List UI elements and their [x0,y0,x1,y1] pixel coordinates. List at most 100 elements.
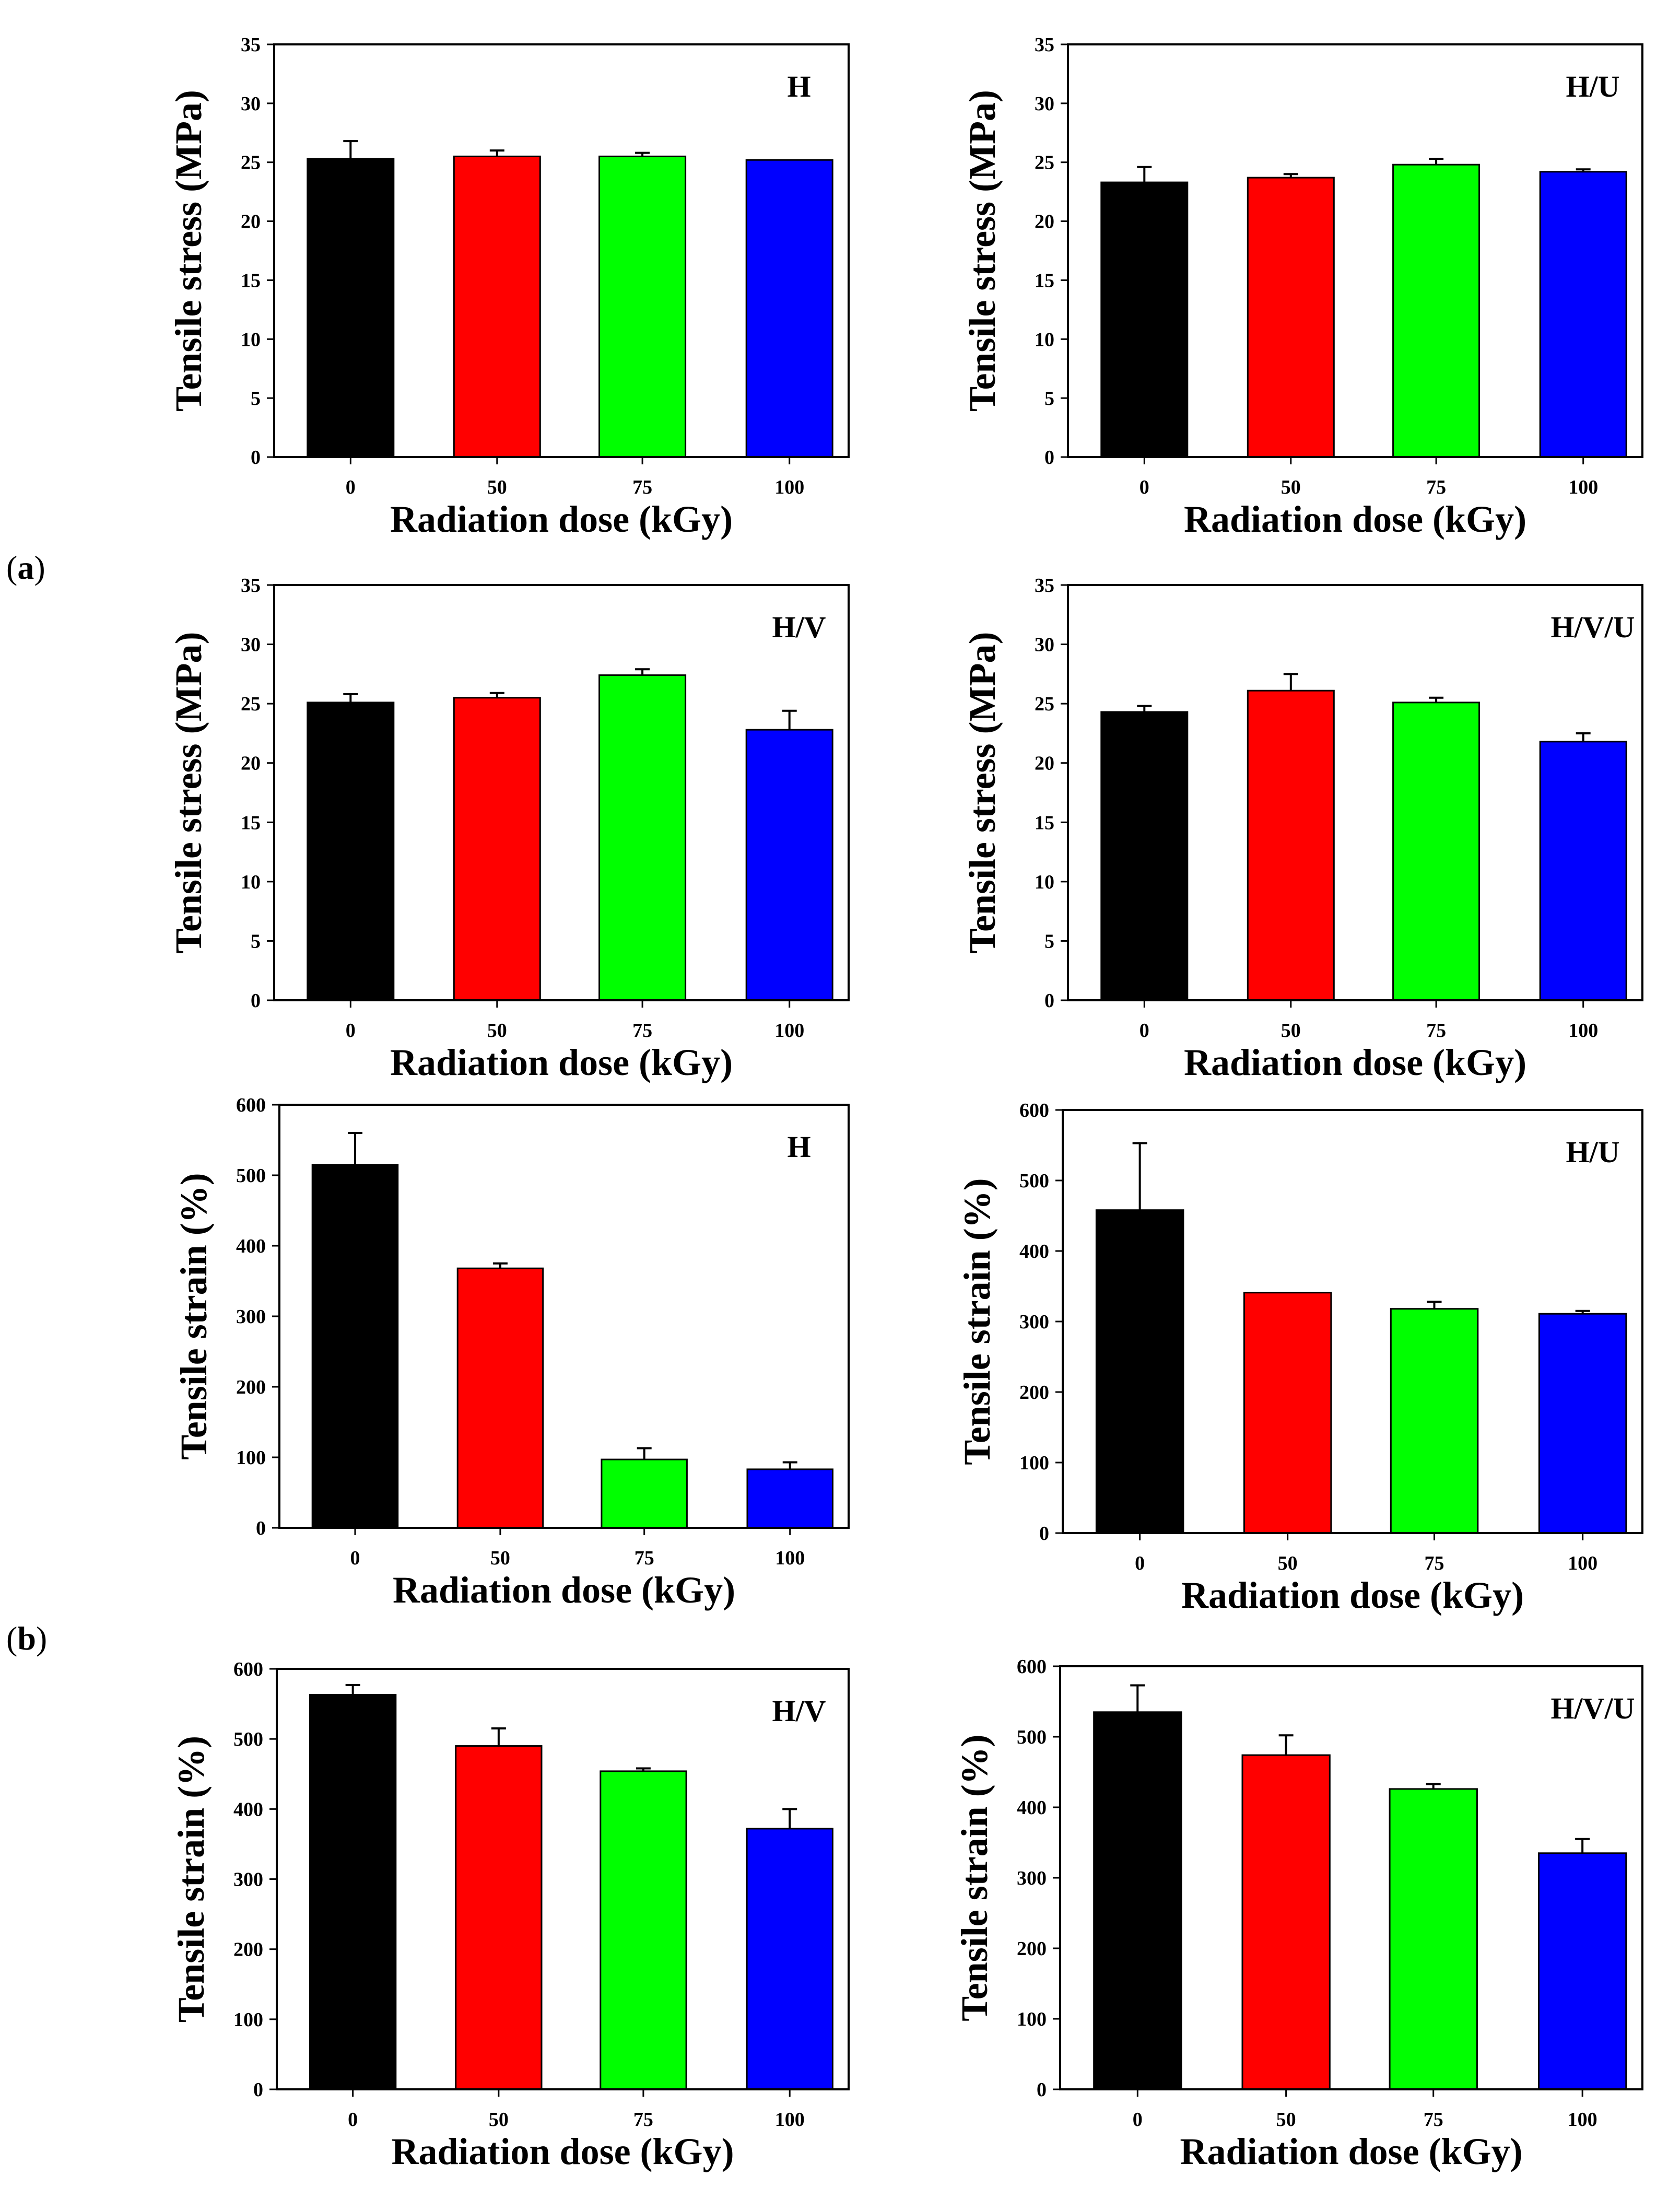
y-tick-label: 0 [1037,2079,1047,2101]
bar-50 [453,155,541,458]
panel-title: H [787,69,810,103]
panel-title: H/V [772,610,826,644]
bar-75 [598,155,687,458]
y-tick-label: 30 [241,93,261,115]
x-axis-title: Radiation dose (kGy) [390,1042,733,1083]
y-tick-label: 0 [1044,990,1054,1012]
x-tick-label-0: 0 [1133,2109,1143,2131]
x-tick-label-75: 75 [635,1547,654,1569]
y-tick-label: 25 [1035,152,1054,174]
y-tick-label: 300 [233,1869,263,1891]
y-tick-label: 100 [1019,1452,1049,1474]
y-tick-label: 35 [241,34,261,56]
bar-50 [456,1267,544,1529]
bar-0 [1100,181,1189,458]
x-tick-label-100: 100 [775,2109,805,2131]
y-tick-label: 100 [236,1447,266,1469]
bar-100 [1538,1313,1627,1534]
x-tick-label-75: 75 [632,1020,652,1042]
chart-panel-1: 0 5 10 15 20 25 30 35 0 50 75 100 Radiation dose (kG… [168,34,850,540]
bar-100 [1539,741,1627,1001]
y-axis-title: Tensile stress (MPa) [961,632,1003,954]
x-axis-title: Radiation dose (kGy) [1184,498,1526,540]
x-tick-label-0: 0 [348,2109,358,2131]
y-tick-label: 600 [236,1094,266,1116]
x-tick-label-50: 50 [1276,2109,1296,2131]
y-axis-title: Tensile strain (%) [173,1173,215,1459]
x-tick-label-50: 50 [1278,1552,1298,1574]
x-tick-label-75: 75 [1426,476,1446,498]
y-axis-title: Tensile strain (%) [954,1734,995,2021]
x-tick-label-75: 75 [633,2109,653,2131]
plot-frame [273,43,850,458]
y-tick-label: 10 [241,871,261,893]
y-tick-label: 20 [1035,753,1054,775]
bar-100 [1539,171,1627,458]
panel-title: H/U [1566,69,1619,103]
panels-layer: 0 5 10 15 20 25 30 35 0 50 75 100 Radiation dose (kG… [168,34,1643,2172]
y-axis-title: Tensile strain (%) [956,1178,998,1465]
chart-panel-6: 0 100 200 300 400 500 600 0 50 75 100 Radiation dos… [956,1100,1643,1616]
x-tick-label-50: 50 [489,2109,509,2131]
y-tick-label: 200 [1017,1938,1047,1960]
bar-0 [1100,711,1189,1001]
x-tick-label-50: 50 [1281,476,1301,498]
bar-100 [745,159,833,458]
y-axis-title: Tensile stress (MPa) [168,632,209,954]
y-tick-label: 0 [251,990,261,1012]
chart-panel-4: 0 5 10 15 20 25 30 35 0 50 75 100 Radiation dose (kG… [961,575,1643,1083]
y-tick-label: 15 [1035,270,1054,291]
y-tick-label: 300 [1019,1311,1049,1333]
y-tick-label: 20 [241,211,261,233]
chart-panel-8: 0 100 200 300 400 500 600 0 50 75 100 Radiation dos… [954,1656,1643,2172]
bar-0 [309,1694,397,2090]
y-tick-label: 500 [1017,1726,1047,1748]
bar-75 [1389,1788,1478,2090]
y-tick-label: 25 [241,152,261,174]
y-tick-label: 400 [233,1798,263,1820]
x-tick-label-50: 50 [487,476,507,498]
y-tick-label: 15 [241,812,261,834]
x-axis-title: Radiation dose (kGy) [1181,1574,1524,1616]
x-tick-label-0: 0 [350,1547,360,1569]
bar-75 [1392,702,1481,1001]
x-tick-label-50: 50 [490,1547,510,1569]
y-tick-label: 500 [233,1728,263,1750]
y-tick-label: 0 [253,2079,263,2101]
y-tick-label: 200 [236,1376,266,1398]
bar-75 [1390,1308,1479,1534]
panel-title: H/V/U [1550,610,1635,644]
bar-0 [307,702,395,1001]
x-tick-label-75: 75 [1426,1020,1446,1042]
y-tick-label: 600 [233,1658,263,1680]
y-tick-label: 5 [251,930,261,952]
plot-frame [1067,584,1643,1001]
y-tick-label: 600 [1019,1100,1049,1121]
bar-0 [1095,1209,1184,1534]
figure-label-b: (b) [6,1620,47,1657]
x-tick-label-75: 75 [632,476,652,498]
y-tick-label: 15 [1035,812,1054,834]
x-tick-label-100: 100 [775,1547,805,1569]
plot-frame [1067,43,1643,458]
x-axis-title: Radiation dose (kGy) [391,2131,734,2172]
y-tick-label: 25 [1035,693,1054,715]
bar-75 [601,1458,688,1529]
panel-title: H/V [772,1694,826,1728]
y-tick-label: 0 [1044,447,1054,469]
x-tick-label-100: 100 [1568,2109,1597,2131]
bar-100 [746,1828,833,2090]
y-tick-label: 100 [1017,2008,1047,2030]
bar-75 [1392,163,1481,458]
y-tick-label: 0 [256,1517,266,1539]
y-tick-label: 0 [1039,1523,1049,1545]
figure-label-a: (a) [6,549,45,586]
bar-100 [745,729,833,1001]
y-tick-label: 200 [1019,1382,1049,1404]
x-tick-label-100: 100 [1568,1020,1598,1042]
bar-50 [1247,177,1335,458]
x-axis-title: Radiation dose (kGy) [1184,1042,1526,1083]
x-tick-label-75: 75 [1425,1552,1444,1574]
bar-0 [311,1164,399,1529]
y-tick-label: 20 [1035,211,1054,233]
